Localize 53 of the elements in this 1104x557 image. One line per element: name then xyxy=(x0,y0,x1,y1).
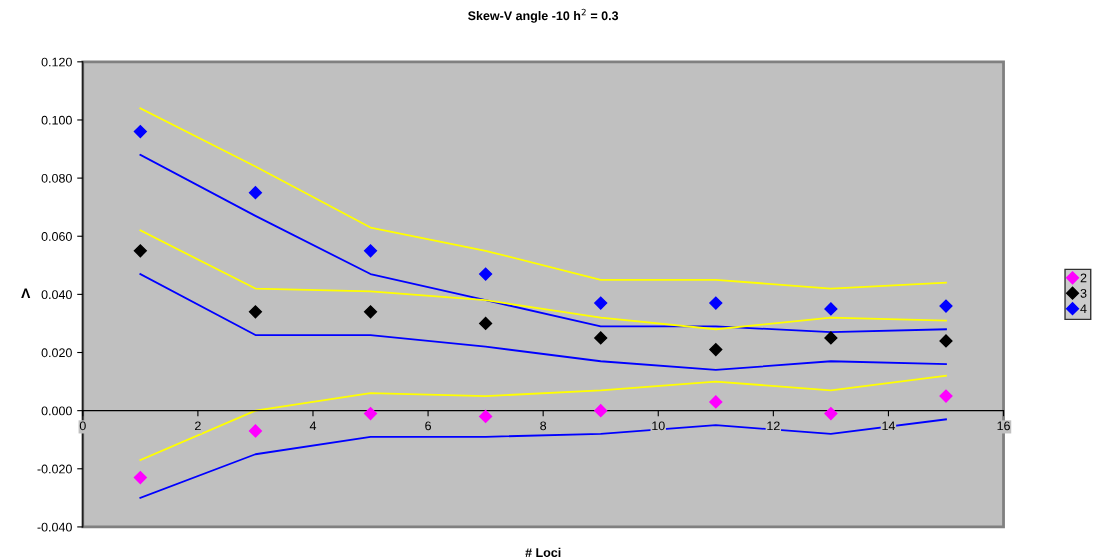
point xyxy=(479,316,493,331)
line-series xyxy=(139,273,947,371)
y-axis-title: Λ xyxy=(21,288,31,298)
point xyxy=(709,343,723,357)
legend-label: 3 xyxy=(1080,288,1087,298)
point xyxy=(248,186,263,200)
x-tick-label: 6 xyxy=(425,421,431,431)
x-tick-label: 10 xyxy=(652,421,665,431)
y-tick-label: 0.100 xyxy=(41,115,72,125)
y-tick-label: 0.120 xyxy=(41,57,72,67)
x-tick-label: 0 xyxy=(79,421,86,431)
x-tick-label: 4 xyxy=(309,421,317,431)
legend-label: 2 xyxy=(1080,273,1087,283)
point xyxy=(363,406,378,421)
point xyxy=(248,305,263,319)
x-tick-label: 12 xyxy=(767,421,780,431)
point xyxy=(133,470,147,485)
point xyxy=(709,395,723,409)
point xyxy=(363,244,378,258)
point xyxy=(824,302,838,316)
point xyxy=(709,296,723,310)
y-tick-label: 0.020 xyxy=(41,348,72,358)
x-tick-label: 8 xyxy=(540,421,547,431)
line-series xyxy=(139,418,947,499)
point xyxy=(363,305,378,319)
line-series xyxy=(139,107,947,290)
point xyxy=(479,267,493,281)
point xyxy=(133,125,147,139)
point xyxy=(824,406,838,421)
point xyxy=(594,331,608,345)
point xyxy=(248,424,263,438)
legend-label: 4 xyxy=(1080,304,1087,314)
point xyxy=(594,404,608,418)
line-series xyxy=(139,374,947,461)
x-tick-label: 14 xyxy=(882,421,896,431)
y-tick-label: -0.020 xyxy=(37,464,72,474)
y-tick-label: -0.040 xyxy=(37,522,72,532)
y-tick-label: 0.040 xyxy=(41,290,72,300)
point xyxy=(824,331,838,345)
x-tick-label: 2 xyxy=(195,421,201,431)
y-tick-label: 0.060 xyxy=(41,232,72,241)
y-tick-label: 0.000 xyxy=(41,406,72,416)
point xyxy=(594,296,608,310)
y-tick-label: 0.080 xyxy=(41,173,72,183)
line-series xyxy=(139,229,947,331)
x-axis-title: # Loci xyxy=(525,547,561,557)
point xyxy=(133,244,147,258)
point xyxy=(939,299,953,313)
chart-title: Skew-V angle -10 h$^{2}$ = 0.3 xyxy=(468,8,619,23)
x-tick-label: 16 xyxy=(997,421,1010,431)
point xyxy=(939,389,953,403)
point xyxy=(479,409,493,424)
point xyxy=(939,334,953,348)
